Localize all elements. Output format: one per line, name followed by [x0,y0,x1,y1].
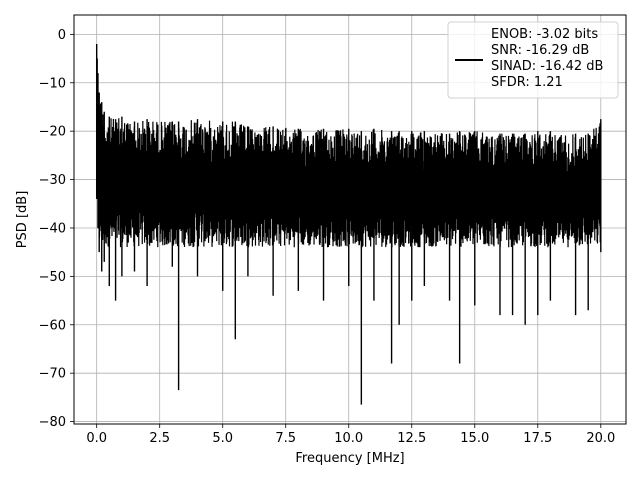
x-tick-label: 20.0 [586,431,615,446]
y-tick-label: −20 [39,125,66,140]
y-tick-label: −80 [39,415,66,430]
legend-text-line: SFDR: 1.21 [491,75,563,90]
y-tick-label: −60 [39,318,66,333]
x-tick-label: 10.0 [334,431,363,446]
legend-text-line: SINAD: -16.42 dB [491,59,603,74]
y-tick-label: 0 [58,28,66,43]
legend-box [447,21,619,99]
x-tick-label: 12.5 [397,431,426,446]
legend: ENOB: -3.02 bits SNR: -16.29 dB SINAD: -16… [447,21,619,99]
x-tick-label: 5.0 [212,431,233,446]
x-tick-label: 2.5 [149,431,170,446]
plot-frame [73,14,627,425]
x-tick-label: 7.5 [275,431,296,446]
ticks-layer: 0.0 2.5 5.0 7.5 10.0 12.5 15.0 17.5 20.0 0 −10 −20 −… [39,28,616,446]
x-tick-label: 15.0 [460,431,489,446]
legend-series-label: ENOB: -3.02 bits SNR: -16.29 dB SINAD: -16… [491,27,603,90]
y-tick-label: −10 [39,76,66,91]
x-tick-label: 17.5 [523,431,552,446]
legend-text-line: ENOB: -3.02 bits [491,27,598,42]
y-tick-label: −70 [39,367,66,382]
y-tick-label: −50 [39,270,66,285]
data-layer [95,44,602,405]
y-tick-label: −40 [39,221,66,236]
x-tick-label: 0.0 [86,431,107,446]
legend-text-line: SNR: -16.29 dB [491,43,589,58]
x-axis-label: Frequency [MHz] [295,451,404,466]
y-axis-label: PSD [dB] [15,191,30,249]
y-tick-label: −30 [39,173,66,188]
